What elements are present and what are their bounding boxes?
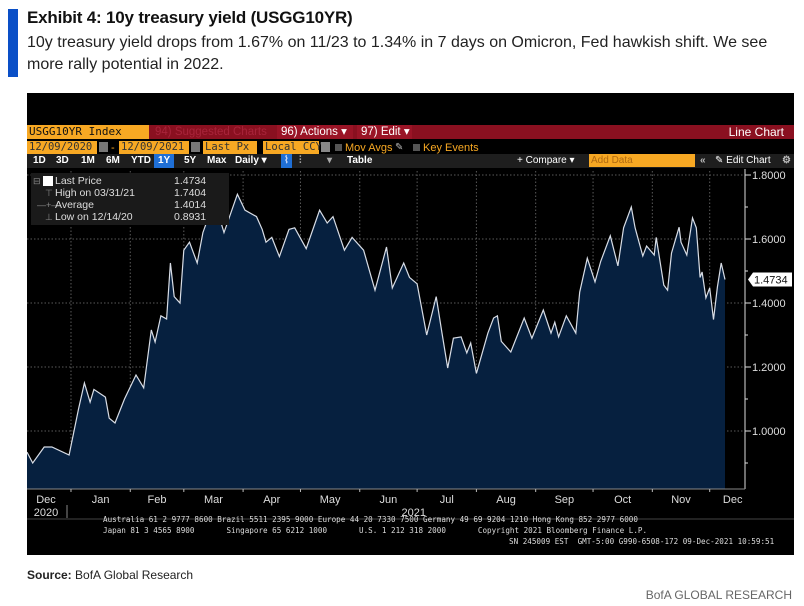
date-separator: - [111,142,115,154]
source-text: BofA Global Research [75,568,194,582]
toolbar-periods: 1D 3D 1M 6M YTD 1Y 5Y Max Daily ▾ ⌇ ⫶ ▾ … [27,154,794,168]
actions-menu-button[interactable]: 96) Actions ▾ [277,125,353,139]
x-year-label: 2020 [34,507,58,519]
bloomberg-terminal-panel: USGG10YR Index 94) Suggested Charts 96) … [27,93,794,555]
y-axis: 1.0000 1.2000 1.4000 1.6000 1.8000 1.4734 [27,169,792,490]
currency-selector[interactable]: Local CCY [263,141,322,154]
legend-label: Average [55,199,94,211]
key-events-checkbox[interactable] [413,144,420,151]
x-tick-label: Dec [723,494,743,506]
x-tick-label: Dec [36,494,56,506]
x-tick-label: Oct [614,494,631,506]
legend-value: 1.7404 [174,187,207,199]
pencil-icon[interactable]: ✎ [395,142,404,153]
mov-avgs-label[interactable]: Mov Avgs [345,142,393,154]
mov-avgs-checkbox[interactable] [335,144,342,151]
candlestick-icon[interactable]: ⫶ [299,155,302,166]
last-value-label: 1.4734 [754,275,788,287]
period-3d[interactable]: 3D [56,155,69,166]
chart-legend: ⊟ Last Price 1.4734 ⊤ High on 03/31/21 1… [31,173,229,225]
exhibit-title: Exhibit 4: 10y treasury yield (USGG10YR) [27,8,353,27]
series-area-last-price [27,194,725,489]
x-tick-label: Aug [496,494,516,506]
ticker-input[interactable]: USGG10YR Index [27,125,149,139]
legend-value: 0.8931 [174,211,207,223]
x-tick-label: Nov [671,494,691,506]
chart-type-label: Line Chart [728,125,784,139]
contact-line-2: Japan 81 3 4565 8900 Singapore 65 6212 1… [103,526,648,535]
x-tick-label: Jan [92,494,110,506]
gear-icon[interactable]: ⚙ [782,155,791,166]
y-tick-label: 1.8000 [752,170,786,182]
yield-chart: 1.0000 1.2000 1.4000 1.6000 1.8000 1.4734 Dec… [27,169,794,520]
frequency-dropdown[interactable]: Daily ▾ [235,155,267,166]
add-data-input[interactable]: Add Data [589,154,695,167]
chart-style-dropdown-icon[interactable]: ▾ [327,155,333,166]
exhibit-subtitle: 10y treasury yield drops from 1.67% on 1… [27,34,768,73]
x-tick-label: Jun [380,494,398,506]
legend-label: High on 03/31/21 [55,187,135,199]
average-marker-icon: —+— [37,200,61,210]
period-1m[interactable]: 1M [81,155,95,166]
period-max[interactable]: Max [207,155,227,166]
toolbar-range: 12/09/2020 - 12/09/2021 Last Px Local CC… [27,141,794,155]
exhibit-accent-bar [8,9,18,77]
source-label: Source: [27,568,72,582]
line-chart-icon[interactable]: ⌇ [281,154,292,168]
last-value-tag [748,272,792,287]
x-tick-label: Feb [148,494,167,506]
period-5y[interactable]: 5Y [184,155,197,166]
y-tick-label: 1.6000 [752,234,786,246]
compare-button[interactable]: + Compare ▾ [517,155,575,166]
period-ytd[interactable]: YTD [131,155,151,166]
x-tick-label: Sep [555,494,575,506]
legend-value: 1.4014 [174,199,207,211]
collapse-icon[interactable]: « [700,155,706,166]
edit-menu-button[interactable]: 97) Edit ▾ [357,125,412,139]
x-tick-label: Jul [440,494,454,506]
contact-line-1: Australia 61 2 9777 8600 Brazil 5511 239… [103,515,638,524]
suggested-charts-button[interactable]: 94) Suggested Charts [155,126,267,138]
y-tick-label: 1.4000 [752,298,786,310]
last-price-swatch [43,176,53,186]
low-marker-icon: ⊥ [45,212,53,222]
x-year-label: 2021 [402,507,426,519]
period-1y[interactable]: 1Y [154,154,175,168]
y-tick-label: 1.0000 [752,426,786,438]
x-tick-label: May [320,494,341,506]
period-6m[interactable]: 6M [106,155,120,166]
x-tick-label: Mar [204,494,223,506]
legend-label: Last Price [55,175,102,187]
y-tick-label: 1.2000 [752,362,786,374]
collapse-legend-icon[interactable]: ⊟ [33,176,41,186]
calendar-icon[interactable] [191,142,200,152]
table-button[interactable]: Table [347,155,373,166]
source-note: Source: BofA Global Research [27,568,193,582]
end-date-field[interactable]: 12/09/2021 [119,141,189,154]
legend-label: Low on 12/14/20 [55,211,133,223]
legend-value: 1.4734 [174,175,207,187]
currency-dropdown-icon[interactable] [321,142,330,152]
start-date-field[interactable]: 12/09/2020 [27,141,97,154]
period-1d[interactable]: 1D [33,155,46,166]
x-tick-label: Apr [263,494,280,506]
toolbar-main: USGG10YR Index 94) Suggested Charts 96) … [27,125,794,139]
brand-footer: BofA GLOBAL RESEARCH [645,588,792,602]
key-events-label[interactable]: Key Events [423,142,479,154]
calendar-icon[interactable] [99,142,108,152]
high-marker-icon: ⊤ [45,188,53,198]
field-selector[interactable]: Last Px [203,141,257,154]
session-info-line: SN 245009 EST GMT-5:00 G990-6508-172 09-… [509,537,775,546]
edit-chart-button[interactable]: ✎ Edit Chart [715,155,771,166]
series-line-last-price [27,192,726,465]
